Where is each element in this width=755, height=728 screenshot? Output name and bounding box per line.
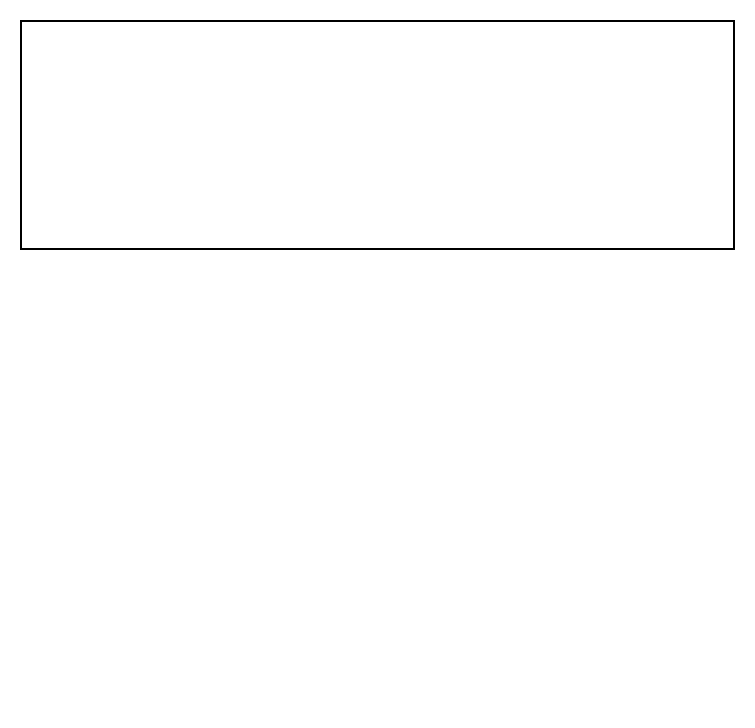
spectrum-xaxis (22, 226, 733, 248)
spectrum-plot (22, 22, 733, 248)
panel-a-spectrum (20, 20, 735, 250)
panel-c-wrap (20, 272, 735, 330)
figure-root (20, 20, 735, 330)
